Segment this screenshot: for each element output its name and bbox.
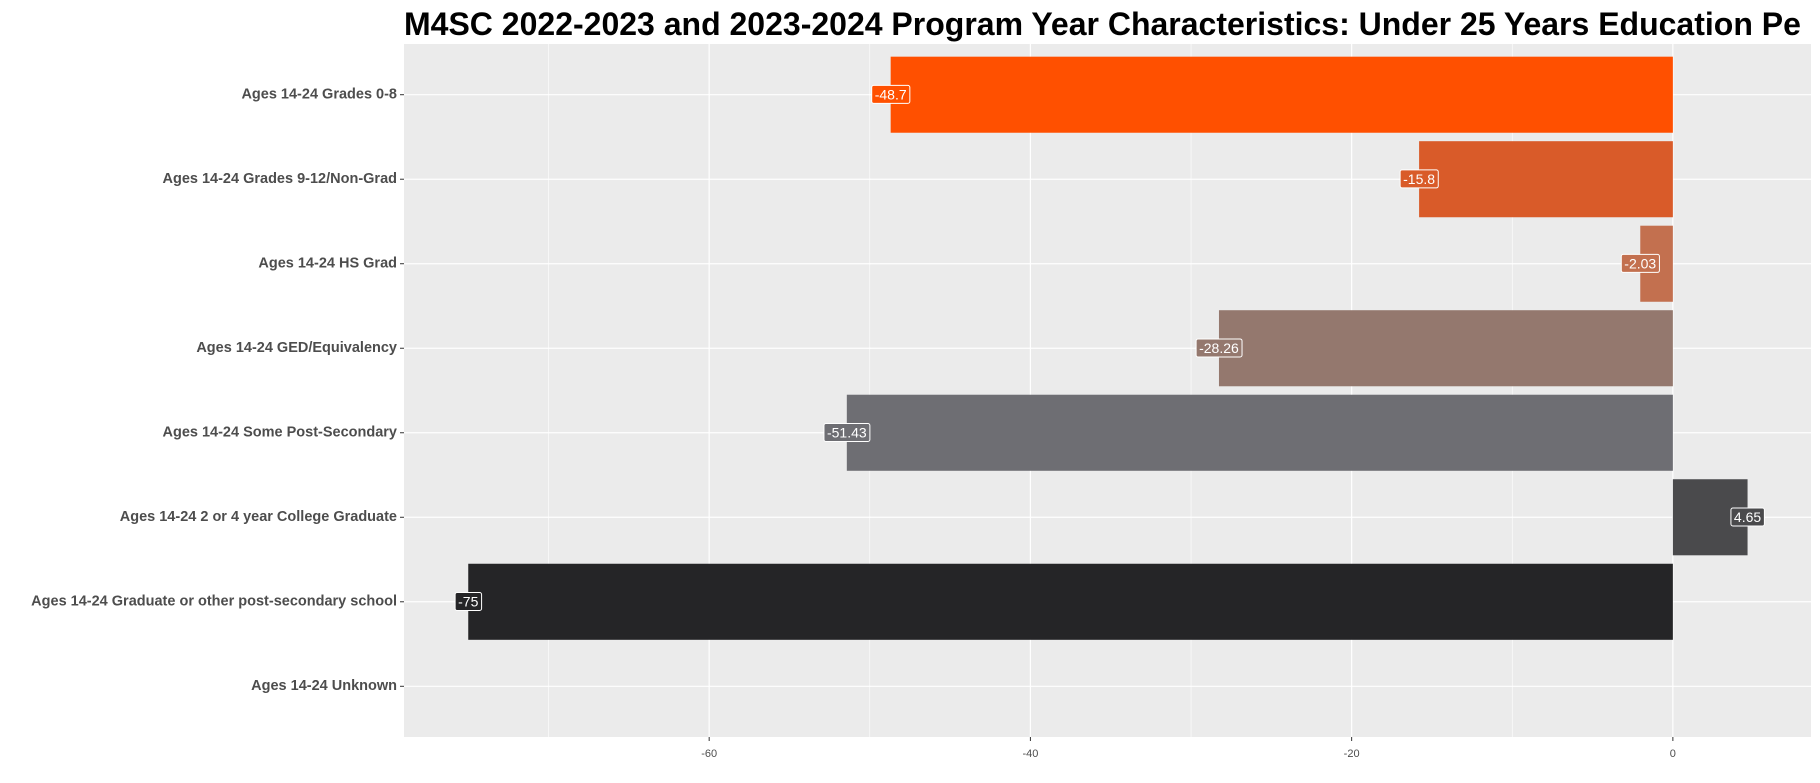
value-label: -75 [458,593,478,609]
y-tick-label: Ages 14-24 Grades 0-8 [241,87,397,103]
value-label-group: -48.7 [871,84,911,104]
value-label-box [1195,338,1243,358]
y-tick-label: Ages 14-24 HS Grad [258,256,397,272]
value-label-box [1730,507,1765,527]
bar [1218,310,1673,387]
bar [846,394,1673,471]
value-label-box [871,84,911,104]
value-label-group: -75 [454,591,483,611]
value-label-group: 4.65 [1730,507,1765,527]
bar [468,563,1673,640]
y-tick-label: Ages 14-24 GED/Equivalency [196,340,397,356]
chart-title: M4SC 2022-2023 and 2023-2024 Program Yea… [404,6,1801,42]
y-tick-label: Ages 14-24 Graduate or other post-second… [31,594,397,610]
y-tick-label: Ages 14-24 2 or 4 year College Graduate [120,509,397,525]
bar [1419,141,1673,218]
value-label: -15.8 [1403,171,1435,187]
y-tick-label: Ages 14-24 Unknown [251,678,397,694]
value-label: -28.26 [1199,340,1239,356]
value-label-group: -51.43 [823,422,871,442]
value-label: 4.65 [1734,509,1761,525]
x-tick-label: -20 [1344,748,1360,760]
x-tick-label: 0 [1670,748,1676,760]
value-label-box [1399,169,1439,189]
value-label: -48.7 [875,86,907,102]
value-label-group: -2.03 [1620,253,1660,273]
x-tick-label: -60 [701,748,717,760]
x-tick-label: -40 [1022,748,1038,760]
value-label: -51.43 [827,424,867,440]
value-label-group: -28.26 [1195,338,1243,358]
y-tick-label: Ages 14-24 Grades 9-12/Non-Grad [162,171,397,187]
value-label-box [1620,253,1660,273]
value-label-group: -15.8 [1399,169,1439,189]
y-tick-label: Ages 14-24 Some Post-Secondary [162,425,397,441]
bar [890,56,1673,133]
value-label-box [454,591,483,611]
value-label: -2.03 [1624,255,1656,271]
value-label-box [823,422,871,442]
